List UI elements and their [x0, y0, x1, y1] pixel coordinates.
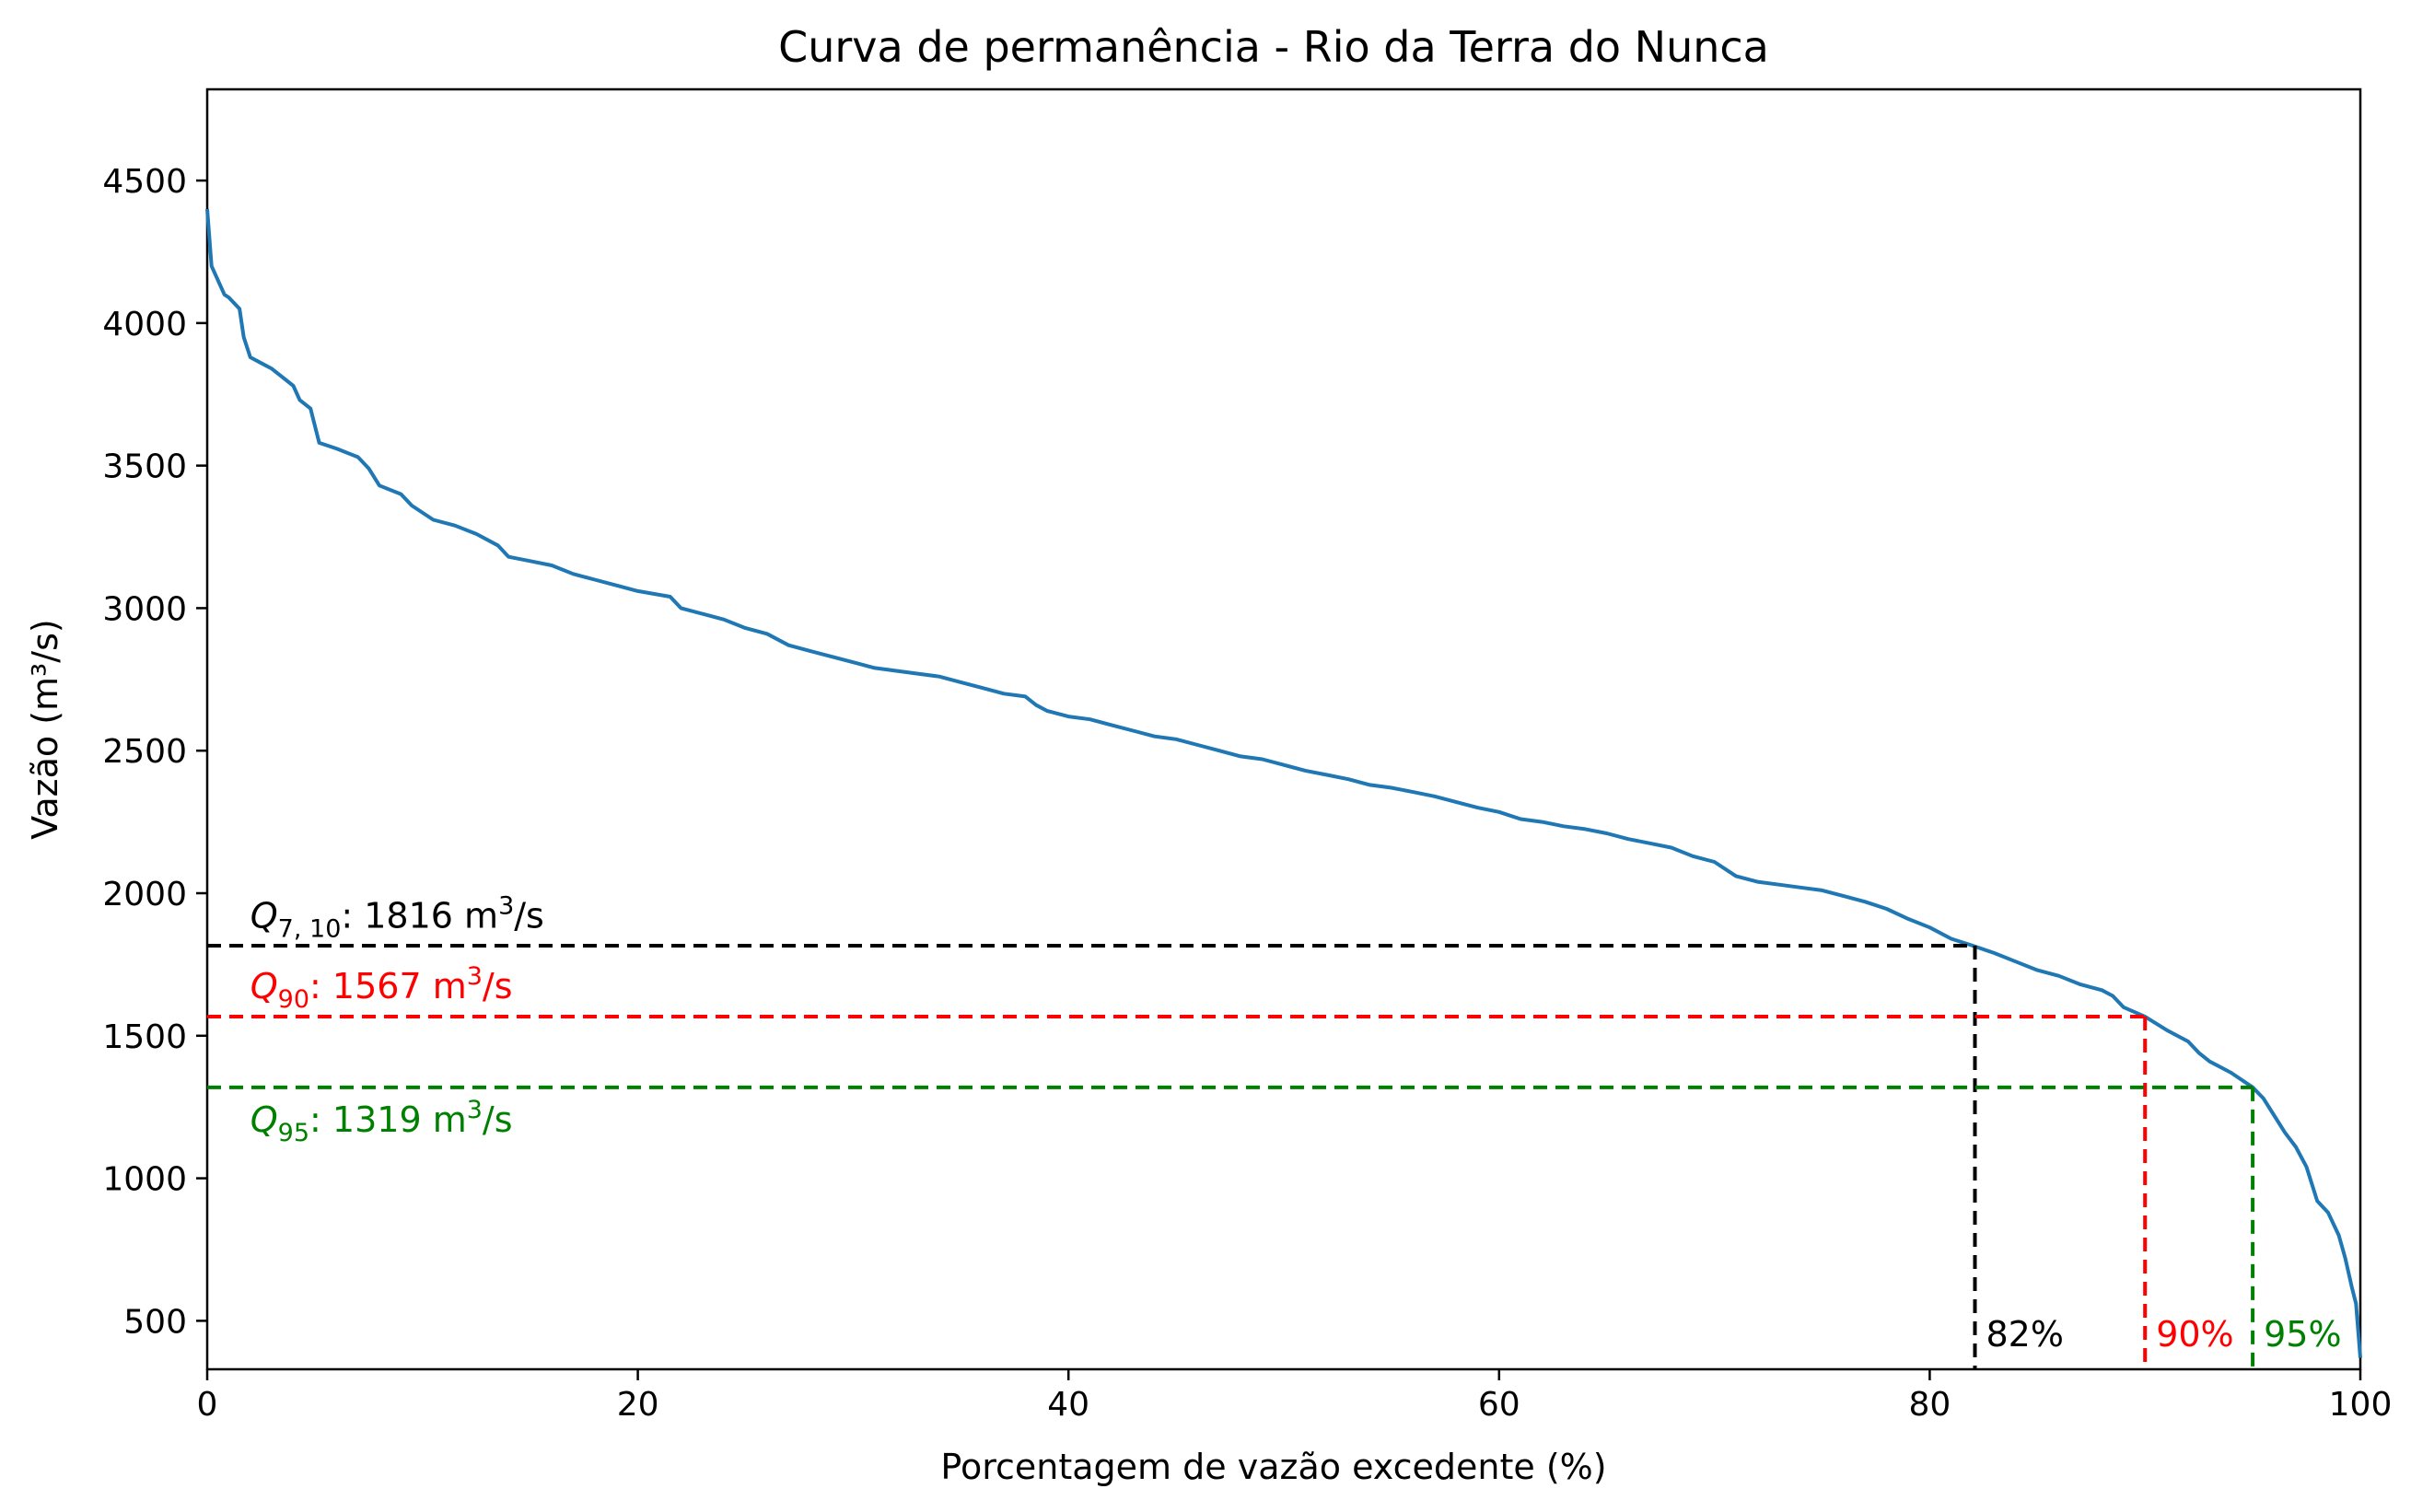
- x-tick-label: 100: [2329, 1386, 2393, 1424]
- y-tick-label: 4000: [102, 306, 187, 343]
- y-tick-label: 4500: [102, 163, 187, 201]
- plot-frame: [205, 87, 2362, 1371]
- reference-percent-label: 90%: [2156, 1314, 2233, 1355]
- reference-percent-label: 82%: [1986, 1314, 2063, 1355]
- reference-label-unit: /s: [483, 1099, 513, 1140]
- reference-label-subscript: 7, 10: [278, 914, 342, 943]
- reference-label-value: : 1319 m: [309, 1099, 467, 1140]
- reference-label: Q7, 10: 1816 m3/s: [250, 891, 544, 943]
- reference-label-unit: /s: [483, 966, 513, 1006]
- x-tick-label: 40: [1047, 1386, 1089, 1424]
- reference-label-superscript: 3: [467, 1096, 483, 1124]
- reference-label-superscript: 3: [498, 891, 514, 920]
- x-tick-label: 80: [1908, 1386, 1951, 1424]
- chart-title: Curva de permanência - Rio da Terra do N…: [778, 22, 1769, 72]
- reference-percent-label: 95%: [2264, 1314, 2341, 1355]
- reference-label-value: : 1816 m: [341, 895, 498, 936]
- reference-label-subscript: 90: [278, 985, 309, 1014]
- reference-label-subscript: 95: [278, 1119, 309, 1147]
- reference-label-unit: /s: [514, 895, 544, 936]
- y-tick-label: 2500: [102, 733, 187, 771]
- reference-label-symbol: Q: [250, 895, 278, 936]
- x-tick-label: 60: [1478, 1386, 1520, 1424]
- y-tick-label: 1500: [102, 1018, 187, 1056]
- flow-duration-line: [205, 208, 2362, 1358]
- reference-label-superscript: 3: [467, 962, 483, 991]
- y-tick-label: 3000: [102, 590, 187, 628]
- y-tick-label: 1000: [102, 1161, 187, 1199]
- reference-label-symbol: Q: [250, 966, 278, 1006]
- x-axis-label: Porcentagem de vazão excedente (%): [940, 1447, 1606, 1487]
- reference-label: Q95: 1319 m3/s: [250, 1096, 513, 1147]
- y-tick-label: 500: [123, 1303, 187, 1341]
- y-axis-label: Vazão (m³/s): [25, 619, 65, 839]
- y-tick-label: 2000: [102, 876, 187, 913]
- reference-label: Q90: 1567 m3/s: [250, 962, 513, 1014]
- y-tick-label: 3500: [102, 448, 187, 486]
- x-tick-label: 20: [617, 1386, 659, 1424]
- plot-area: 0 20 40 60 80 100 500 1000 1500 2000 2500 3000 3500 4…: [102, 87, 2393, 1424]
- reference-label-symbol: Q: [250, 1099, 278, 1140]
- x-tick-label: 0: [197, 1386, 218, 1424]
- reference-label-value: : 1567 m: [309, 966, 467, 1006]
